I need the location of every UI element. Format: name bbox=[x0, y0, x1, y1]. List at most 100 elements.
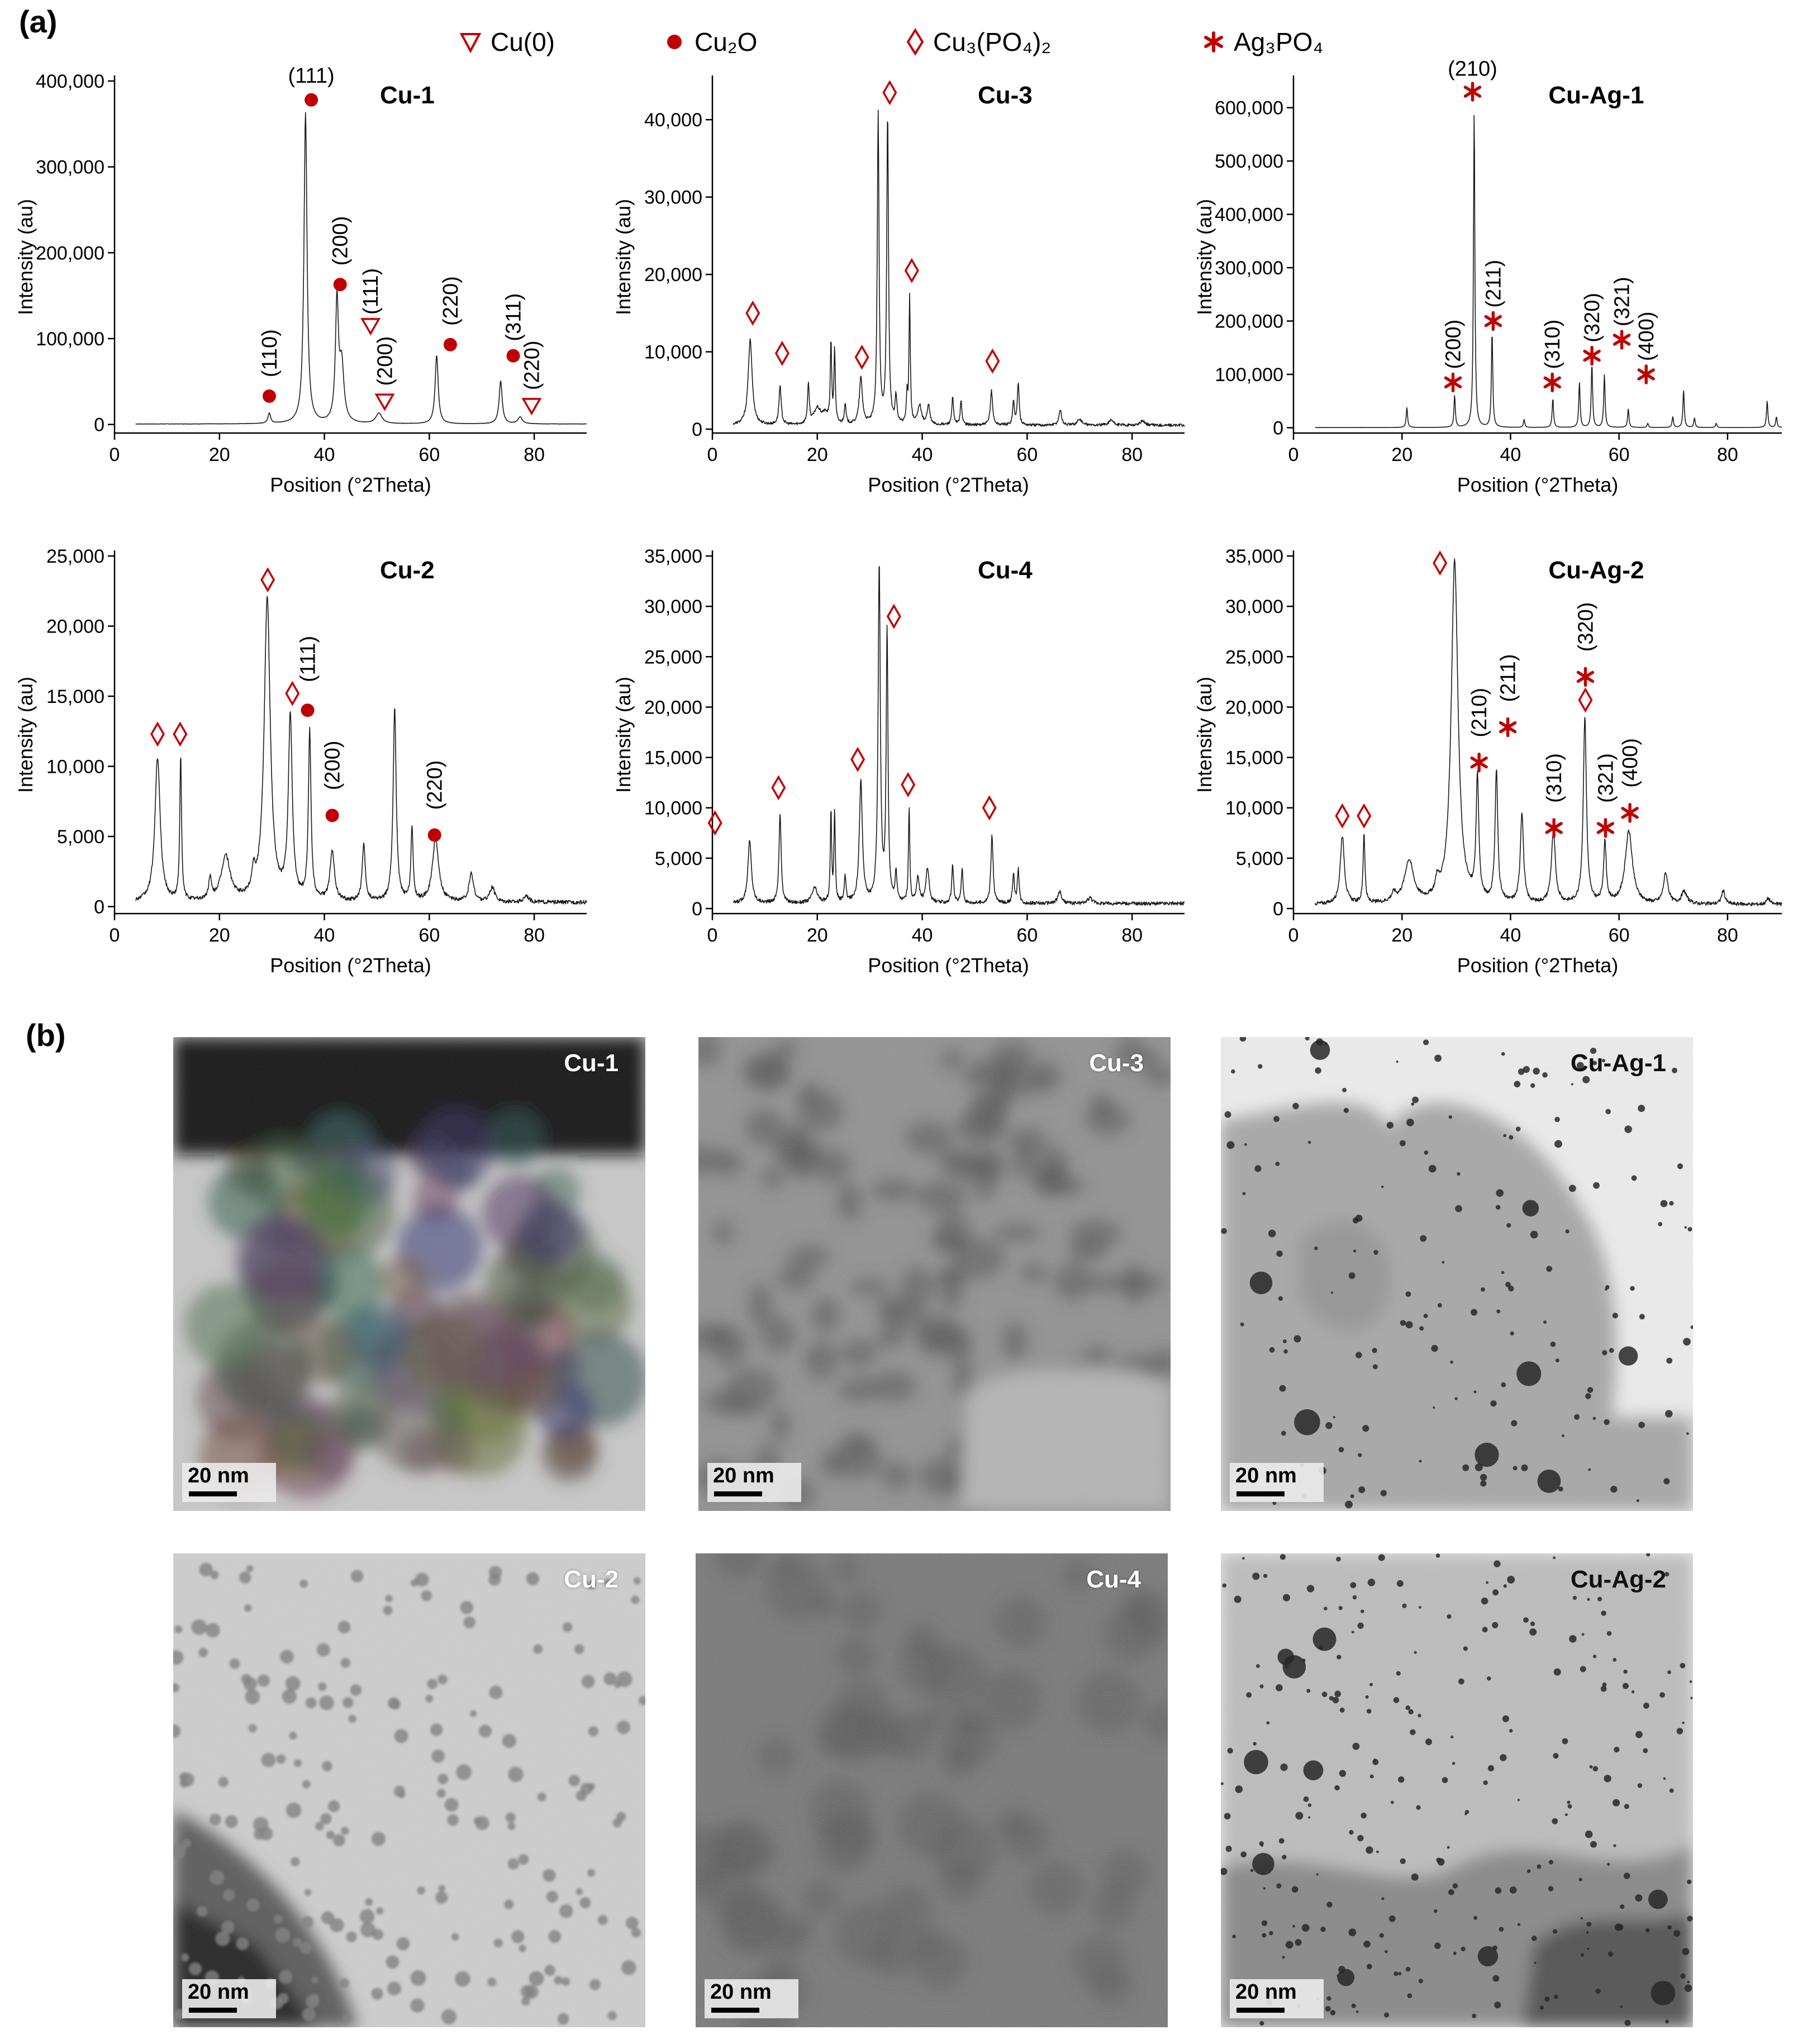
y-tick-label: 15,000 bbox=[1225, 748, 1283, 769]
diamond-marker bbox=[901, 772, 916, 797]
peak-label: (320) bbox=[1574, 602, 1597, 652]
y-tick-label: 0 bbox=[1273, 417, 1283, 439]
asterisk-marker bbox=[1484, 311, 1502, 331]
x-tick-label: 80 bbox=[524, 925, 545, 946]
peak-label: (200) bbox=[1442, 320, 1466, 369]
diamond-marker bbox=[1335, 803, 1350, 829]
peak-annotation bbox=[901, 772, 916, 797]
y-axis-label: Intensity (au) bbox=[612, 199, 635, 315]
peak-label: (220) bbox=[424, 760, 447, 810]
asterisk-marker bbox=[1543, 372, 1561, 393]
y-tick-label: 20,000 bbox=[1225, 697, 1283, 718]
micrograph-texture bbox=[696, 1553, 1168, 2027]
scale-line bbox=[1236, 1491, 1285, 1496]
scale-bar: 20 nm bbox=[1230, 1463, 1324, 1502]
x-tick-label: 60 bbox=[1016, 444, 1038, 465]
y-tick-label: 400,000 bbox=[36, 71, 104, 92]
y-tick-label: 10,000 bbox=[644, 342, 702, 363]
axes bbox=[1292, 550, 1782, 915]
y-tick-label: 5,000 bbox=[57, 826, 104, 848]
peak-label: (311) bbox=[502, 293, 526, 341]
y-tick-label: 25,000 bbox=[1225, 647, 1283, 668]
x-tick-label: 0 bbox=[707, 925, 718, 946]
y-tick-label: 10,000 bbox=[644, 798, 702, 819]
scale-bar: 20 nm bbox=[707, 1463, 801, 1502]
scale-text: 20 nm bbox=[713, 1464, 774, 1487]
x-tick-label: 40 bbox=[912, 444, 933, 465]
diamond-marker bbox=[882, 80, 897, 106]
tem-image-cu-4: Cu-4 20 nm bbox=[696, 1553, 1168, 2027]
axes bbox=[113, 550, 587, 915]
diamond-marker bbox=[1357, 803, 1372, 829]
asterisk-marker bbox=[1596, 818, 1615, 838]
x-tick-label: 40 bbox=[1500, 444, 1521, 465]
asterisk-marker bbox=[1463, 82, 1482, 102]
peak-annotation bbox=[882, 80, 897, 106]
scale-line bbox=[711, 2008, 759, 2013]
xrd-chart-cu-ag-1: 0 20 40 60 80 0 100,000 200,000 300,000 400,000 50… bbox=[1179, 56, 1793, 525]
y-tick-label: 100,000 bbox=[1215, 364, 1283, 386]
x-tick-label: 60 bbox=[418, 444, 440, 465]
peak-label: (200) bbox=[321, 740, 345, 790]
x-tick-label: 0 bbox=[110, 444, 120, 465]
peak-annotation: (310) bbox=[1543, 753, 1566, 838]
scale-text: 20 nm bbox=[1235, 1464, 1297, 1487]
y-tick-label: 10,000 bbox=[1225, 798, 1283, 819]
scale-text: 20 nm bbox=[188, 1980, 249, 2004]
y-tick-label: 25,000 bbox=[46, 546, 104, 567]
y-tick-label: 35,000 bbox=[1225, 546, 1283, 567]
scale-text: 20 nm bbox=[710, 1980, 772, 2004]
diamond-marker bbox=[1433, 550, 1448, 576]
scale-text: 20 nm bbox=[188, 1464, 249, 1487]
diamond-marker bbox=[850, 747, 865, 772]
x-tick-label: 80 bbox=[1121, 444, 1143, 465]
diamond-marker bbox=[150, 721, 165, 747]
asterisk-marker bbox=[1576, 667, 1595, 687]
diamond-marker bbox=[854, 344, 869, 370]
peak-annotation bbox=[985, 348, 1000, 374]
legend-text: Ag₃PO₄ bbox=[1234, 27, 1324, 56]
chart-title: Cu-Ag-2 bbox=[1548, 557, 1644, 584]
peak-annotation: (211) bbox=[1497, 654, 1520, 738]
y-tick-label: 20,000 bbox=[644, 697, 702, 718]
peak-annotation bbox=[745, 300, 760, 326]
y-tick-label: 600,000 bbox=[1215, 98, 1283, 119]
peak-label: (220) bbox=[439, 276, 463, 326]
peak-annotation bbox=[150, 721, 165, 747]
y-tick-label: 300,000 bbox=[36, 157, 104, 178]
scale-bar: 20 nm bbox=[1230, 1979, 1324, 2018]
asterisk-marker bbox=[1637, 364, 1655, 384]
diamond-marker bbox=[771, 775, 786, 801]
peak-annotation bbox=[285, 681, 300, 706]
x-tick-label: 20 bbox=[1391, 925, 1412, 946]
peak-label: (211) bbox=[1482, 260, 1505, 308]
x-axis-label: Position (°2Theta) bbox=[1457, 473, 1619, 496]
tem-image-cu-3: Cu-3 20 nm bbox=[698, 1037, 1171, 1511]
scale-bar: 20 nm bbox=[182, 1463, 276, 1502]
x-axis-label: Position (°2Theta) bbox=[270, 473, 431, 496]
chart-svg: 0 20 40 60 80 0 5,000 10,000 15,000 20,000 25,000 P… bbox=[14, 546, 587, 977]
xrd-trace bbox=[733, 565, 1185, 906]
peak-annotation bbox=[173, 721, 188, 747]
diamond-marker bbox=[707, 810, 722, 836]
y-axis-label: Intensity (au) bbox=[14, 199, 37, 315]
y-tick-label: 15,000 bbox=[46, 686, 104, 707]
xrd-chart-cu-3: 0 20 40 60 80 0 10,000 20,000 30,000 40,000 Positi… bbox=[598, 56, 1196, 525]
chart-svg: 0 20 40 60 80 0 10,000 20,000 30,000 40,000 Positi… bbox=[612, 75, 1185, 496]
x-tick-label: 60 bbox=[1609, 444, 1630, 465]
peak-annotation bbox=[854, 344, 869, 370]
peak-annotation bbox=[771, 775, 786, 801]
peak-annotation: (111) bbox=[297, 636, 320, 717]
y-tick-label: 30,000 bbox=[644, 187, 702, 208]
x-axis-label: Position (°2Theta) bbox=[1457, 954, 1619, 977]
y-tick-label: 200,000 bbox=[1215, 311, 1283, 332]
peak-annotation: (220) bbox=[520, 340, 544, 416]
xrd-trace bbox=[1315, 115, 1782, 429]
y-tick-label: 40,000 bbox=[644, 110, 702, 131]
y-tick-label: 0 bbox=[692, 419, 702, 440]
peak-annotation: (111) bbox=[288, 64, 335, 107]
diamond-marker bbox=[982, 795, 997, 821]
diamond-marker bbox=[1578, 687, 1593, 713]
y-tick-label: 0 bbox=[94, 415, 104, 436]
tem-label: Cu-2 bbox=[564, 1566, 619, 1593]
